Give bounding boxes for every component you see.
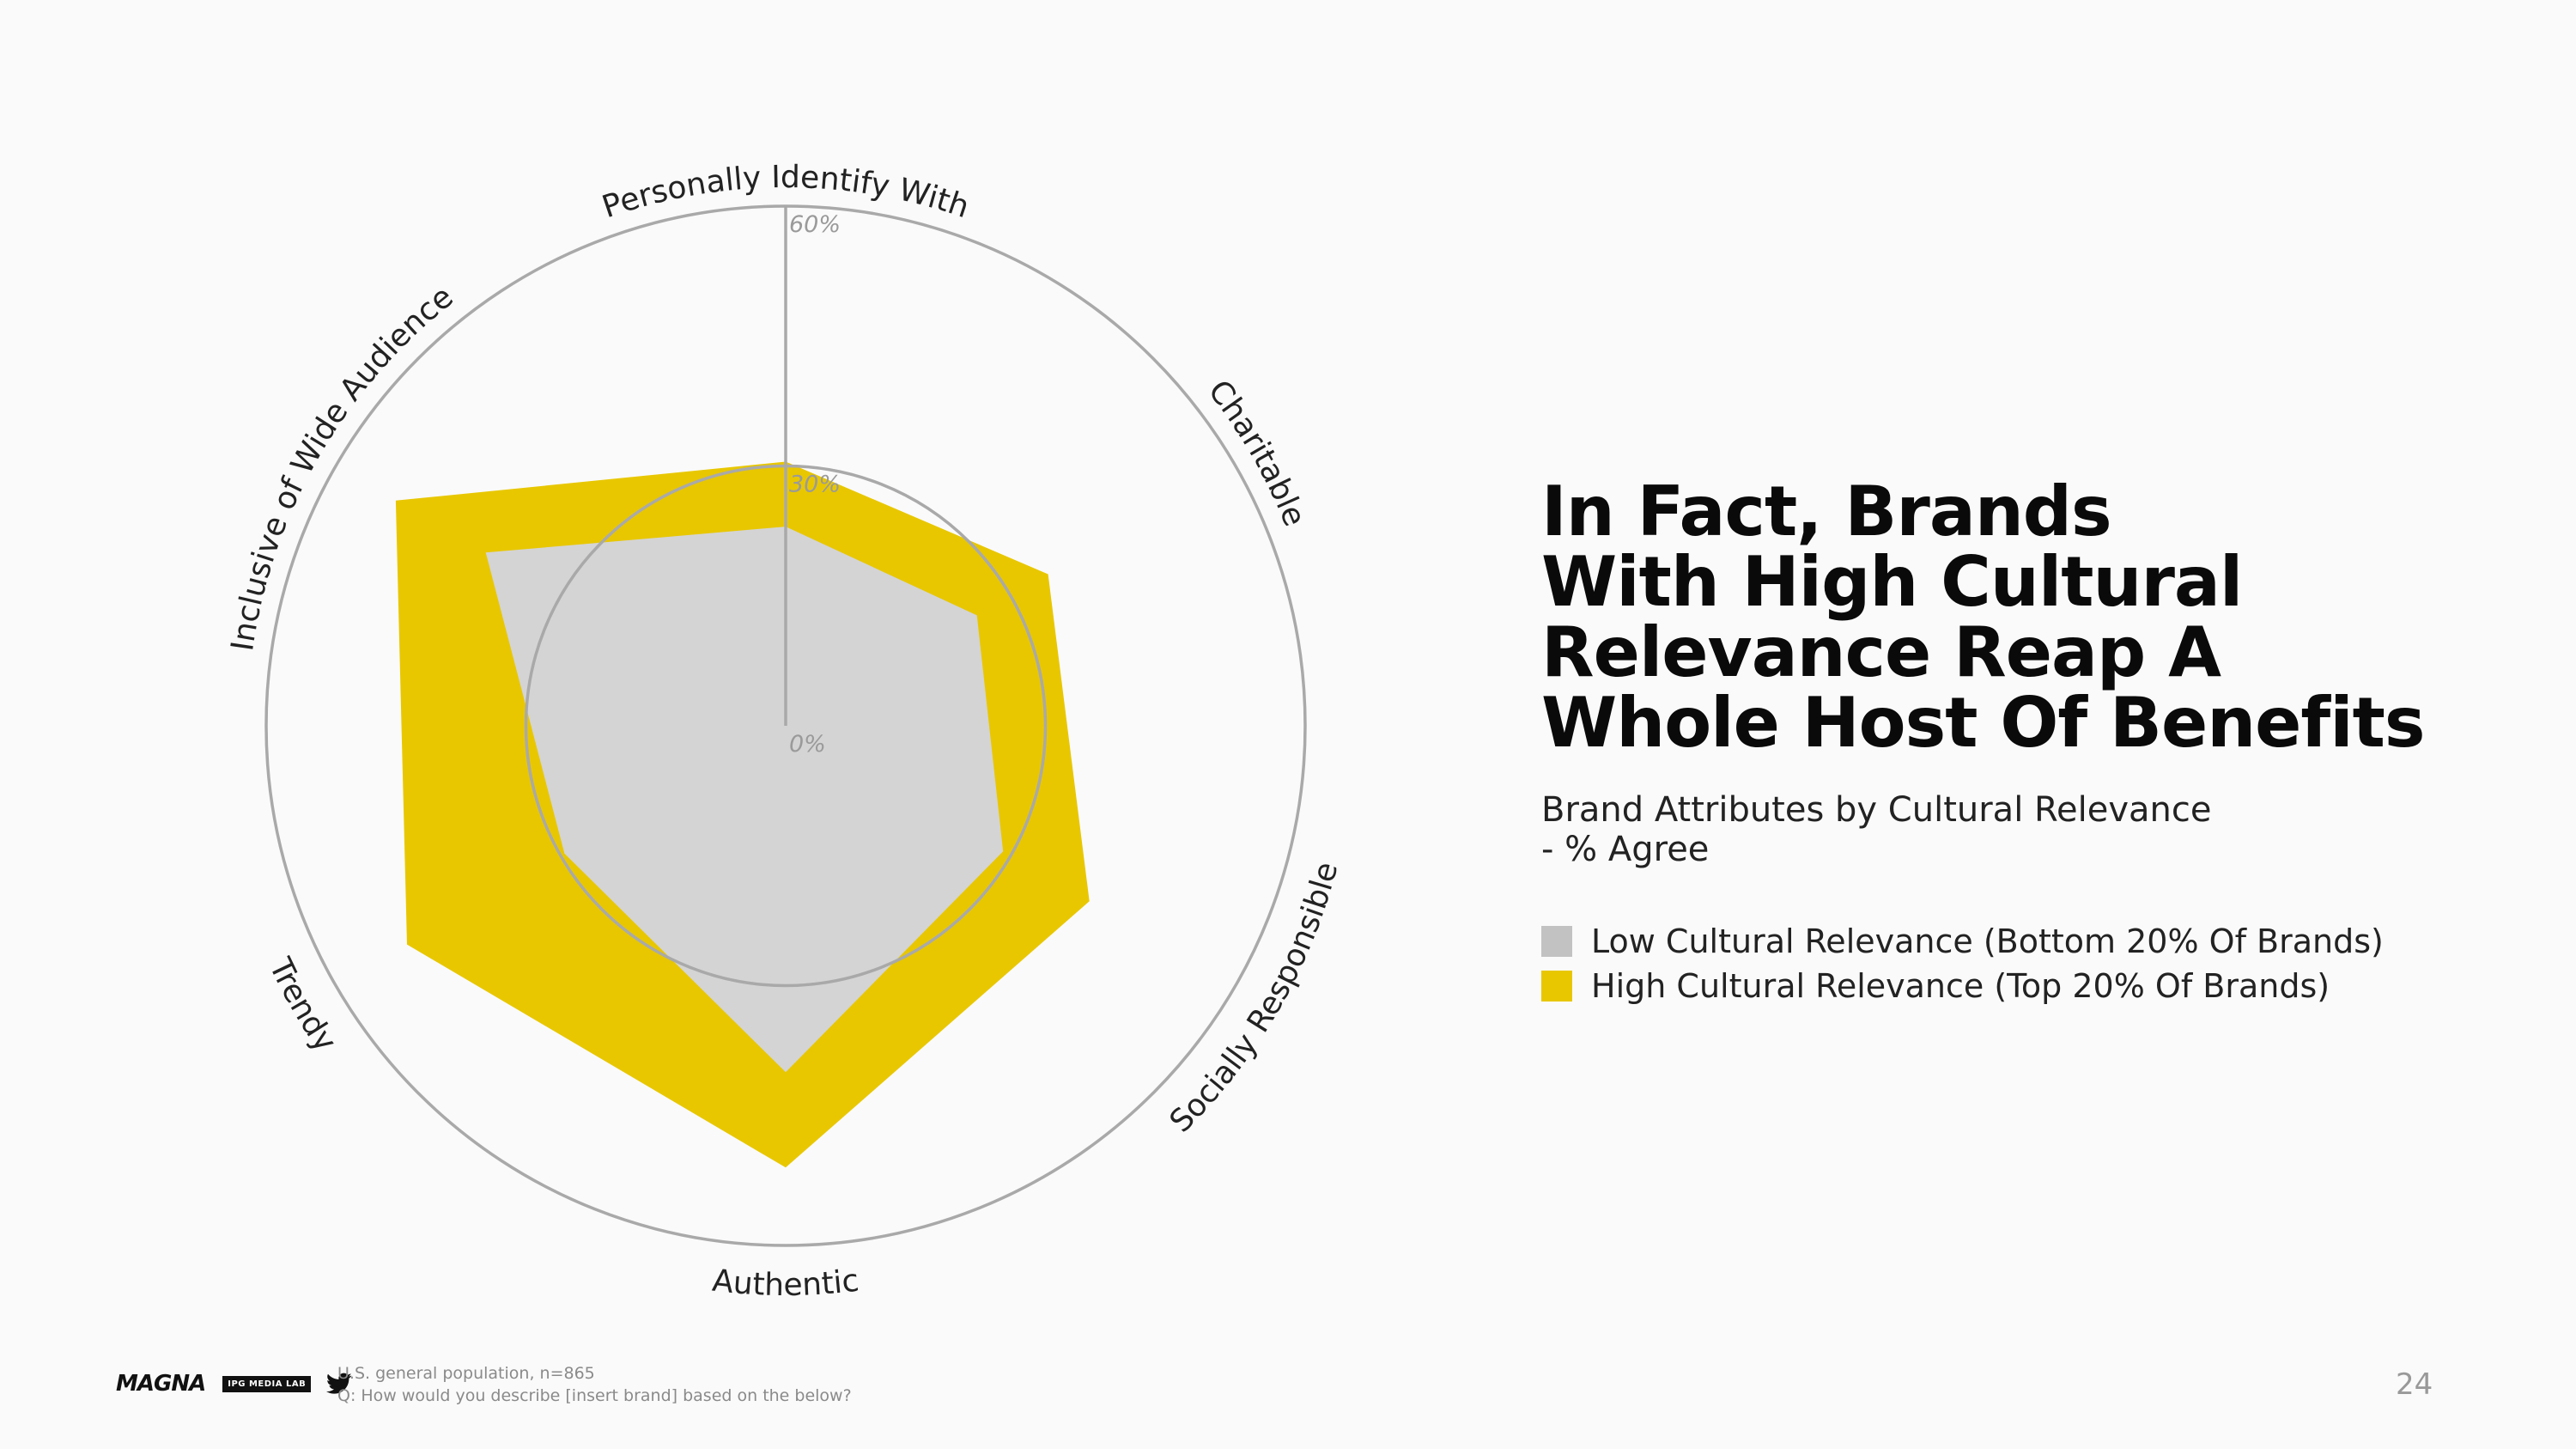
ipg-media-lab-logo: IPG MEDIA LAB <box>222 1375 312 1392</box>
chart-subtitle: Brand Attributes by Cultural Relevance -… <box>1541 790 2212 869</box>
footnote-line: U.S. general population, n=865 <box>337 1364 595 1383</box>
subtitle-line: - % Agree <box>1541 830 1710 869</box>
tick-layer: 0% 30% 60% <box>789 211 841 758</box>
legend-swatch-low <box>1541 926 1572 957</box>
axis-label-text: Socially Responsible <box>1163 858 1346 1139</box>
grid-layer <box>264 204 1307 1247</box>
axis-label: Authentic <box>711 1263 861 1303</box>
title-line: Whole Host Of Benefits <box>1541 683 2426 763</box>
radar-chart: 0%30%60% Personally Identify WithCharita… <box>225 160 1346 1303</box>
title-line: With High Cultural <box>1541 542 2243 622</box>
legend-swatch-high <box>1541 971 1572 1002</box>
footnote-line: Q: How would you describe [insert brand]… <box>337 1386 852 1405</box>
magna-logo: MAGNA <box>116 1371 206 1397</box>
legend-item-low: Low Cultural Relevance (Bottom 20% Of Br… <box>1541 919 2384 964</box>
axis-label: Trendy <box>262 953 343 1058</box>
tick-label: 30% <box>789 472 841 498</box>
legend-label-low: Low Cultural Relevance (Bottom 20% Of Br… <box>1591 922 2384 960</box>
axis-label-text: Authentic <box>711 1263 861 1303</box>
legend: Low Cultural Relevance (Bottom 20% Of Br… <box>1541 919 2384 1008</box>
page-number: 24 <box>2396 1367 2433 1402</box>
legend-label-high: High Cultural Relevance (Top 20% Of Bran… <box>1591 967 2330 1005</box>
footnote: U.S. general population, n=865 Q: How wo… <box>337 1362 852 1407</box>
axis-label: Socially Responsible <box>1163 858 1346 1139</box>
series-layer <box>395 461 1090 1168</box>
title-line: In Fact, Brands <box>1541 472 2112 551</box>
series-area-low <box>485 527 1004 1073</box>
twitter-bird-icon[interactable] <box>326 1373 352 1395</box>
footer-logos: MAGNA IPG MEDIA LAB <box>116 1371 352 1397</box>
slide-title: In Fact, Brands With High Cultural Relev… <box>1541 472 2426 763</box>
axis-label-text: Trendy <box>262 953 343 1058</box>
subtitle-line: Brand Attributes by Cultural Relevance <box>1541 790 2212 830</box>
tick-label: 60% <box>789 211 841 238</box>
tick-label: 0% <box>789 731 826 758</box>
legend-item-high: High Cultural Relevance (Top 20% Of Bran… <box>1541 964 2384 1008</box>
title-line: Relevance Reap A <box>1541 612 2221 692</box>
